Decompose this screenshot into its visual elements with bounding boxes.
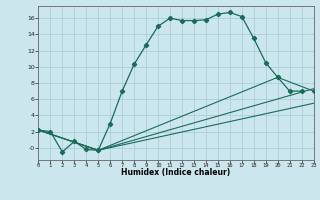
X-axis label: Humidex (Indice chaleur): Humidex (Indice chaleur) (121, 168, 231, 177)
